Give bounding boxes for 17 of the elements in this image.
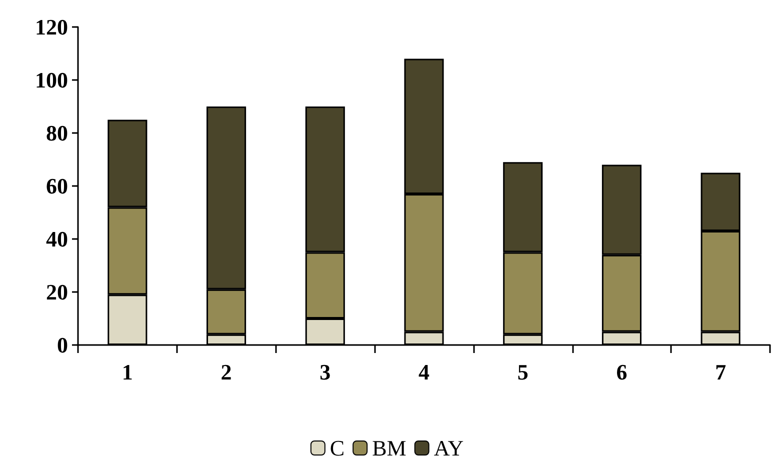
y-tick-label: 60 [46, 174, 68, 198]
y-tick-label: 80 [46, 120, 68, 146]
legend-label: BM [372, 436, 406, 460]
x-tick-label: 1 [122, 360, 133, 384]
x-tick-label: 3 [320, 360, 331, 384]
legend-label: C [330, 436, 345, 460]
x-tick-label: 5 [517, 360, 528, 384]
x-tick-label: 6 [616, 360, 628, 384]
legend-label: AY [434, 436, 464, 460]
y-tick-label: 40 [46, 226, 68, 252]
x-tick-label: 4 [418, 360, 430, 384]
x-tick-label: 7 [715, 360, 726, 384]
x-tick-label: 2 [220, 360, 232, 384]
y-tick-label: 20 [46, 280, 68, 304]
y-tick-label: 120 [35, 14, 68, 40]
y-tick-label: 100 [35, 68, 68, 92]
y-tick-label: 0 [57, 332, 68, 358]
